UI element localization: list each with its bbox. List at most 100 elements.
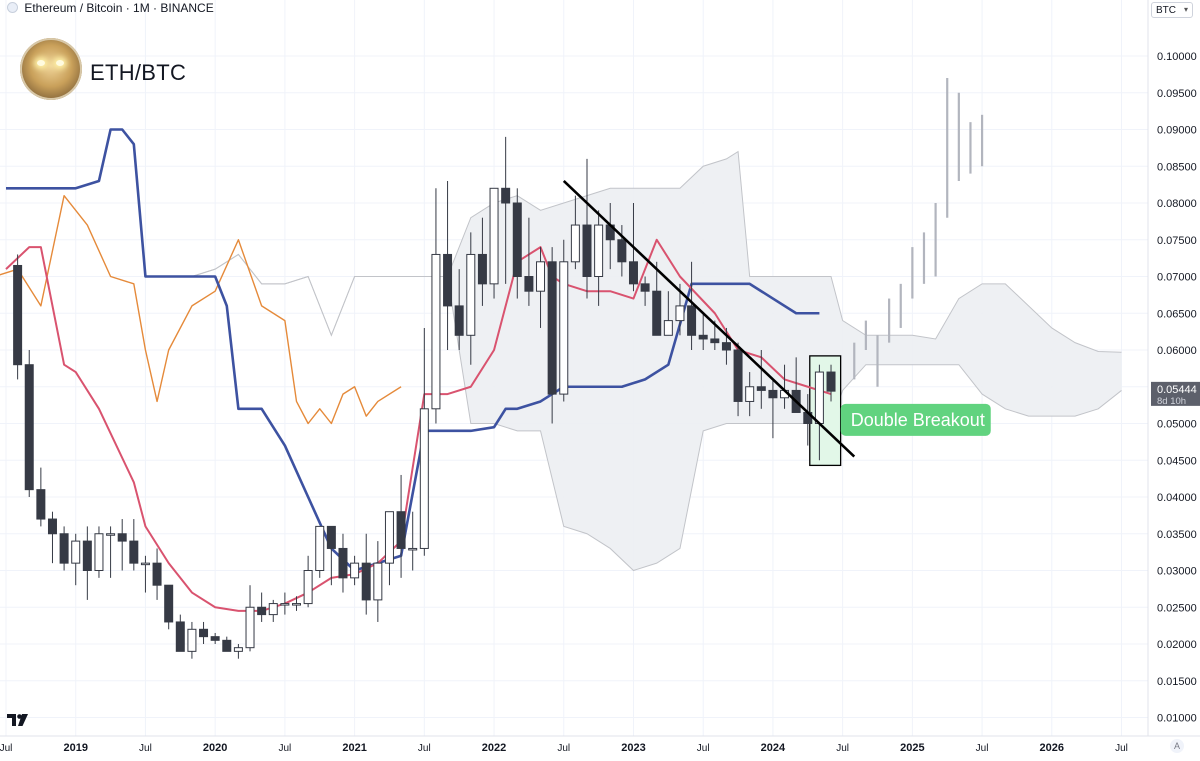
currency-selector[interactable]: BTC ▾	[1151, 2, 1193, 18]
candle-body	[688, 306, 696, 335]
price-tick-label: 0.02000	[1157, 639, 1197, 651]
candle-body	[746, 387, 754, 402]
candle-body	[444, 254, 452, 305]
candle-body	[513, 203, 521, 277]
candle-body	[118, 534, 126, 541]
candle-body	[490, 188, 498, 284]
symbol-title[interactable]: Ethereum / Bitcoin · 1M · BINANCE	[24, 1, 213, 15]
price-tick-label: 0.04000	[1157, 492, 1197, 504]
candle-body	[618, 240, 626, 262]
candle-body	[83, 541, 91, 570]
price-tick-label: 0.01500	[1157, 676, 1197, 688]
time-tick-label: Jul	[1115, 743, 1128, 754]
price-tick-label: 0.05000	[1157, 419, 1197, 431]
candle-body	[629, 262, 637, 284]
breakout-highlight-box	[810, 356, 841, 466]
time-tick-label: 2023	[621, 742, 645, 754]
candle-body	[560, 262, 568, 394]
price-axis: 0.010000.015000.020000.025000.030000.035…	[1148, 0, 1200, 756]
price-tick-label: 0.09500	[1157, 88, 1197, 100]
price-tick-label: 0.01000	[1157, 713, 1197, 725]
candle-body	[281, 604, 289, 606]
candle-body	[153, 563, 161, 585]
price-tick-label: 0.04500	[1157, 455, 1197, 467]
candle-body	[827, 372, 835, 391]
time-tick-label: Jul	[418, 743, 431, 754]
candle-body	[676, 306, 684, 321]
price-tick-label: 0.03000	[1157, 566, 1197, 578]
candle-body	[48, 519, 56, 534]
auto-scale-toggle[interactable]: A	[1170, 739, 1184, 753]
time-axis: Jul 2019 Jul 2020 Jul 2021 Jul 2022 Jul 2023 Jul 20…	[0, 736, 1200, 756]
candle-body	[571, 225, 579, 262]
candle-body	[351, 563, 359, 578]
time-tick-label: 2025	[900, 742, 924, 754]
avatar-eye-right	[56, 60, 64, 66]
time-tick-label: 2020	[203, 742, 227, 754]
price-tick-label: 0.10000	[1157, 51, 1197, 63]
candle-body	[815, 372, 823, 423]
price-tick-label: 0.06000	[1157, 345, 1197, 357]
candle-body	[467, 254, 475, 335]
candle-body	[269, 604, 277, 615]
price-tick-label: 0.07000	[1157, 272, 1197, 284]
candle-body	[641, 284, 649, 291]
price-tick-label: 0.07500	[1157, 235, 1197, 247]
candle-body	[223, 640, 231, 651]
avatar-icon	[20, 38, 82, 100]
tradingview-logo-icon[interactable]	[7, 714, 29, 726]
candle-body	[374, 563, 382, 600]
candle-body	[420, 409, 428, 549]
coin-logo-icon	[7, 2, 18, 13]
candle-body	[60, 534, 68, 563]
candle-body	[769, 390, 777, 397]
candle-body	[653, 291, 661, 335]
time-tick-label: Jul	[0, 743, 12, 754]
chart-header: Ethereum / Bitcoin · 1M · BINANCE	[7, 1, 214, 15]
candle-body	[211, 637, 219, 641]
chevron-down-icon: ▾	[1184, 5, 1188, 14]
time-tick-label: 2024	[761, 742, 786, 754]
candle-body	[397, 512, 405, 549]
candle-body	[385, 512, 393, 563]
last-price-value: 0.05444	[1157, 384, 1197, 396]
candle-body	[14, 265, 22, 364]
time-tick-label: Jul	[139, 743, 152, 754]
time-tick-label: Jul	[836, 743, 849, 754]
candle-body	[502, 188, 510, 203]
candle-body	[25, 365, 33, 490]
candle-body	[362, 563, 370, 600]
candle-body	[316, 526, 324, 570]
candle-body	[757, 387, 765, 391]
annotation-label: Double Breakout	[851, 410, 985, 430]
candle-body	[711, 339, 719, 343]
chikou-span-line	[0, 196, 401, 593]
candle-body	[95, 534, 103, 571]
candle-body	[432, 254, 440, 408]
time-tick-label: 2022	[482, 742, 506, 754]
time-tick-label: Jul	[278, 743, 291, 754]
price-tick-label: 0.02500	[1157, 602, 1197, 614]
candle-body	[722, 343, 730, 350]
candle-body	[130, 541, 138, 563]
pair-name: ETH/BTC	[90, 60, 186, 86]
time-tick-label: 2019	[63, 742, 87, 754]
candle-body	[304, 571, 312, 604]
candle-body	[258, 607, 266, 614]
candle-body	[234, 648, 242, 652]
time-axis-bg	[0, 736, 1200, 756]
candle-body	[176, 622, 184, 651]
candle-body	[200, 629, 208, 636]
time-tick-label: 2021	[342, 742, 366, 754]
time-tick-label: Jul	[976, 743, 989, 754]
time-tick-label: Jul	[697, 743, 710, 754]
candle-body	[141, 563, 149, 565]
candle-body	[583, 225, 591, 276]
candle-body	[409, 548, 417, 550]
candle-body	[699, 335, 707, 339]
time-tick-label: 2026	[1040, 742, 1064, 754]
candle-body	[734, 350, 742, 401]
candle-body	[246, 607, 254, 647]
